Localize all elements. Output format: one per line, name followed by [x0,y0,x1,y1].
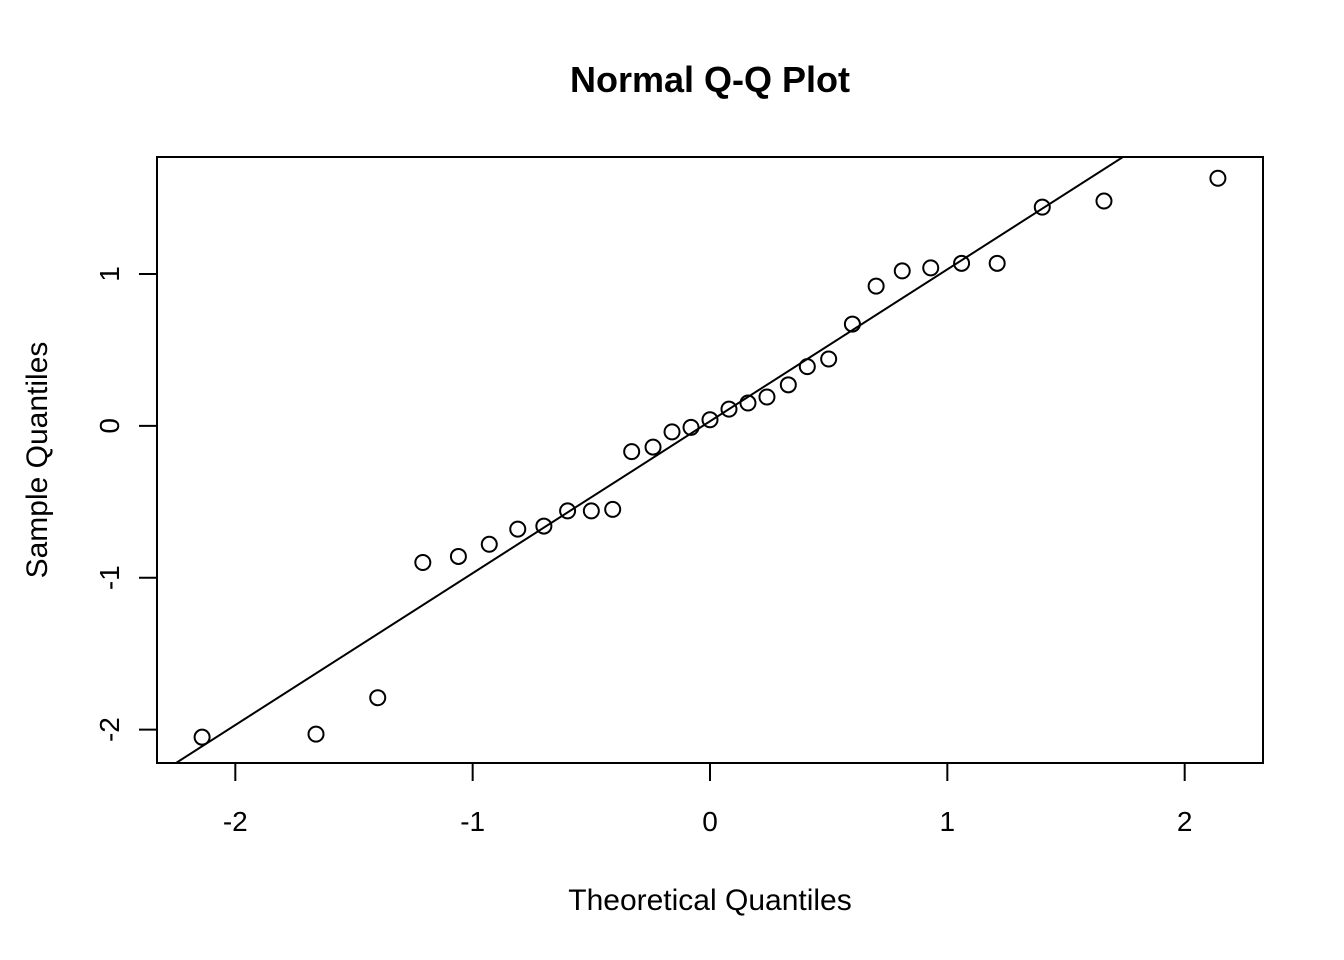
data-point [922,259,940,277]
data-point [682,418,700,436]
data-point [798,358,816,376]
y-tick-label: 0 [94,418,125,434]
y-axis-label: Sample Quantiles [21,342,54,579]
data-point [867,277,885,295]
data-point [720,400,738,418]
data-point [535,517,553,535]
x-tick-label: 0 [702,806,718,837]
y-tick-label: -1 [94,565,125,590]
data-point [193,728,211,746]
x-tick-label: 1 [940,806,956,837]
x-tick-label: 2 [1177,806,1193,837]
data-point [1033,198,1051,216]
data-point [1209,169,1227,187]
data-point [988,254,1006,272]
qq-reference-line [174,157,1125,763]
data-point [779,376,797,394]
data-point [604,500,622,518]
data-point [582,502,600,520]
data-point [644,438,662,456]
x-axis: -2 -1 0 1 2 [223,763,1193,837]
data-point [369,689,387,707]
data-point [953,254,971,272]
x-tick-label: -1 [460,806,485,837]
data-point [1095,192,1113,210]
y-axis: -2 -1 0 1 [94,266,157,742]
data-point [559,502,577,520]
data-point [663,423,681,441]
data-point [843,315,861,333]
chart-title: Normal Q-Q Plot [570,59,850,100]
data-point [701,411,719,429]
data-point [414,554,432,572]
y-tick-label: -2 [94,717,125,742]
data-point [739,394,757,412]
data-point [509,520,527,538]
data-point [623,443,641,461]
data-point [758,388,776,406]
data-point [449,547,467,565]
data-point [480,535,498,553]
plot-area [174,157,1227,763]
x-tick-label: -2 [223,806,248,837]
y-tick-label: 1 [94,266,125,282]
data-point [820,350,838,368]
x-axis-label: Theoretical Quantiles [568,884,851,917]
plot-frame [156,156,1264,764]
data-point [893,262,911,280]
data-point [307,725,325,743]
